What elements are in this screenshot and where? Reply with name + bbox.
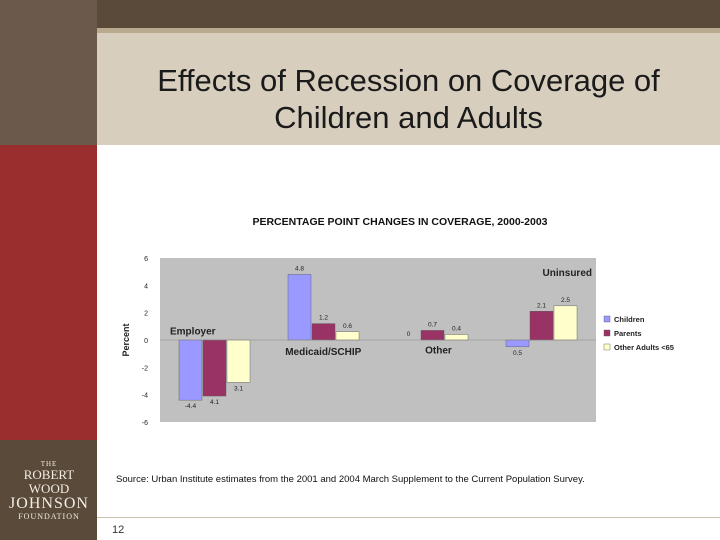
slide-title-line1: Effects of Recession on Coverage of [157,63,660,98]
slide-title-line2: Children and Adults [274,100,543,135]
left-footer-panel [0,440,97,540]
data-label: 0 [407,331,411,338]
y-tick-label: -2 [142,365,148,372]
bar-children-1 [178,339,203,401]
data-label: 0.7 [428,321,437,328]
slide-title: Effects of Recession on Coverage of Chil… [97,62,720,136]
bar-other-adults-3 [444,334,469,341]
y-tick-label: 2 [144,311,148,318]
data-label: 4.8 [295,265,304,272]
category-label: Medicaid/SCHIP [285,347,361,358]
logo-line2: ROBERT WOOD [23,467,75,496]
legend-children-label: Children [614,315,645,324]
data-label: 3.1 [234,385,243,392]
bar-children-4 [505,339,530,348]
data-label: 0.6 [343,323,352,330]
source-note: Source: Urban Institute estimates from t… [116,474,585,485]
title-panel [97,28,720,145]
data-label: -4.4 [185,403,197,410]
bar-parents-4 [529,311,554,341]
page-number: 12 [112,524,125,536]
y-tick-label: 0 [144,338,148,345]
category-label: Uninsured [543,268,592,279]
legend-parents-label: Parents [614,329,642,338]
data-label: 1.2 [319,315,328,322]
logo-line1: THE [40,460,58,468]
data-label: 0.5 [513,350,522,357]
category-label: Other [425,346,452,357]
y-tick-label: 6 [144,256,148,263]
category-label: Employer [170,327,216,338]
data-label: 4.1 [210,399,219,406]
legend-parents-swatch [603,329,611,337]
footer-divider [97,517,720,518]
y-tick-label: 4 [144,283,148,290]
left-accent-panel [0,145,97,445]
bar-parents-2 [311,323,336,341]
data-label: 2.1 [537,302,546,309]
legend-children-swatch [603,315,611,323]
foundation-logo: THE ROBERT WOOD JOHNSON FOUNDATION [4,460,94,521]
y-tick-label: -4 [142,393,148,400]
y-tick-label: -6 [142,420,148,427]
bar-parents-3 [420,330,445,341]
title-stripe [97,28,720,33]
logo-line4: FOUNDATION [18,512,80,521]
bar-children-2 [287,274,312,341]
bar-chart: 6 4 2 0 -2 -4 -6 Percent -4.4 4.1 3.1 4.8 1.2 0.6 0 0.7… [121,256,674,427]
data-label: 2.5 [561,297,570,304]
bar-other-adults-4 [553,305,578,341]
logo-line3: JOHNSON [9,495,89,512]
chart-title: PERCENTAGE POINT CHANGES IN COVERAGE, 20… [252,216,548,228]
legend-other-adults-swatch [603,343,611,351]
top-band [0,0,720,28]
bar-other-adults-2 [335,331,360,341]
bar-other-adults-1 [226,339,251,383]
y-axis-label: Percent [121,323,131,356]
legend-other-adults-label: Other Adults <65 [614,343,674,352]
data-label: 0.4 [452,326,461,333]
bar-parents-1 [202,339,227,397]
